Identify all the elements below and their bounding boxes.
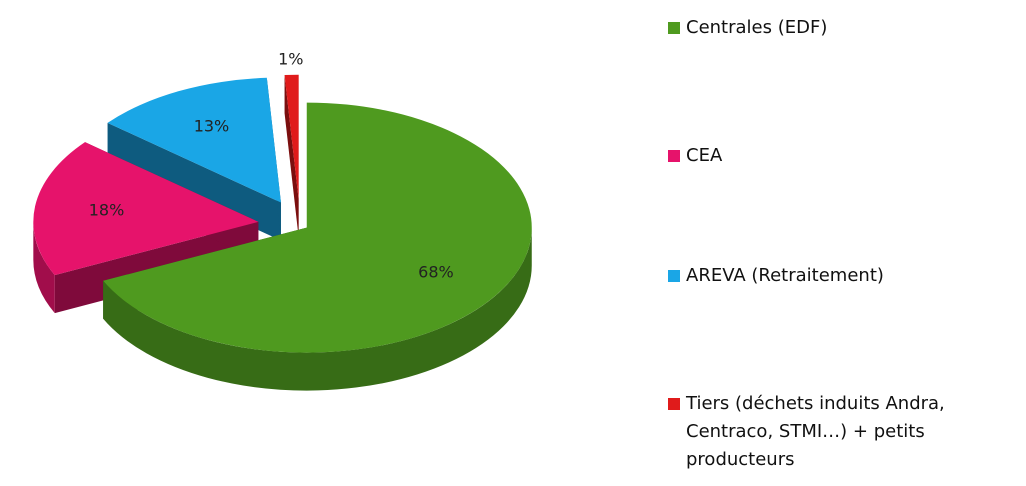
legend-item: AREVA (Retraitement) [668,262,884,290]
slice-wall [33,221,55,314]
data-label: 68% [418,263,454,282]
legend: Centrales (EDF) CEA AREVA (Retraitement) Ti… [668,0,1018,486]
legend-label: AREVA (Retraitement) [686,265,884,286]
slice-top [107,77,281,203]
slice-wall [103,227,532,391]
legend-label: Tiers (déchets induits Andra, Centraco, … [686,393,945,470]
slice-top [103,102,532,353]
slice-top [284,74,299,200]
legend-item: Centrales (EDF) [668,14,827,42]
legend-swatch [668,22,680,34]
legend-item: CEA [668,142,722,170]
data-label: 13% [194,116,230,135]
slice-top [33,142,259,276]
slice [103,102,532,391]
chart: 68% 18% 13% 1% [33,49,532,391]
slice [107,77,281,241]
slice-side [284,75,299,238]
legend-label: Centrales (EDF) [686,17,828,38]
data-label: 18% [89,201,125,220]
legend-item: Tiers (déchets induits Andra, Centraco, … [668,390,1018,474]
slice [284,74,299,238]
legend-swatch [668,150,680,162]
legend-label: CEA [686,145,723,166]
slice-side [107,122,281,241]
legend-swatch [668,270,680,282]
data-label: 1% [278,49,303,68]
legend-swatch [668,398,680,410]
